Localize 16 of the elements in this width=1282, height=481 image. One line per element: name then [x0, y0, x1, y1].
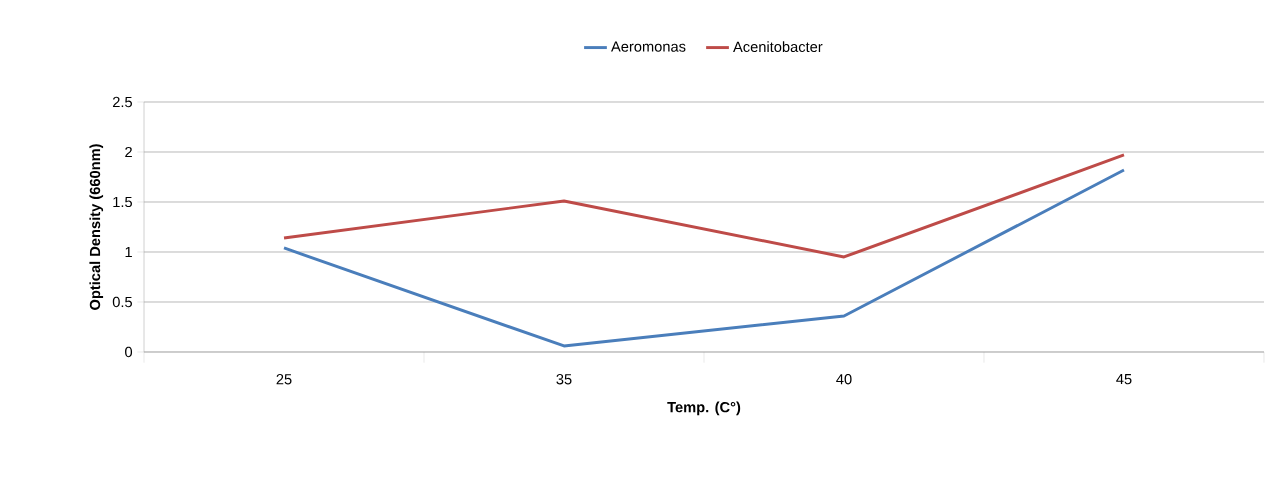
- y-tick-label: 0: [125, 346, 133, 358]
- y-tick-label: 2: [125, 146, 132, 158]
- x-axis-title: Temp. (C°): [667, 401, 741, 416]
- y-tick-label: 1.5: [113, 196, 133, 208]
- line-series: [282, 153, 1126, 259]
- y-axis-title: Optical Density (660nm): [89, 144, 104, 310]
- y-tick-label: 2.5: [112, 96, 133, 108]
- y-tick-label: 1: [125, 246, 132, 258]
- x-tick-label: 35: [556, 374, 572, 385]
- x-tick-label: 45: [1116, 374, 1132, 385]
- line-series: [282, 168, 1126, 348]
- legend-label: Aeromonas: [611, 41, 686, 52]
- legend-label: Acenitobacter: [733, 41, 823, 53]
- x-tick-label: 40: [836, 374, 852, 385]
- y-tick-label: 0.5: [112, 296, 133, 308]
- x-tick-label: 25: [276, 374, 292, 385]
